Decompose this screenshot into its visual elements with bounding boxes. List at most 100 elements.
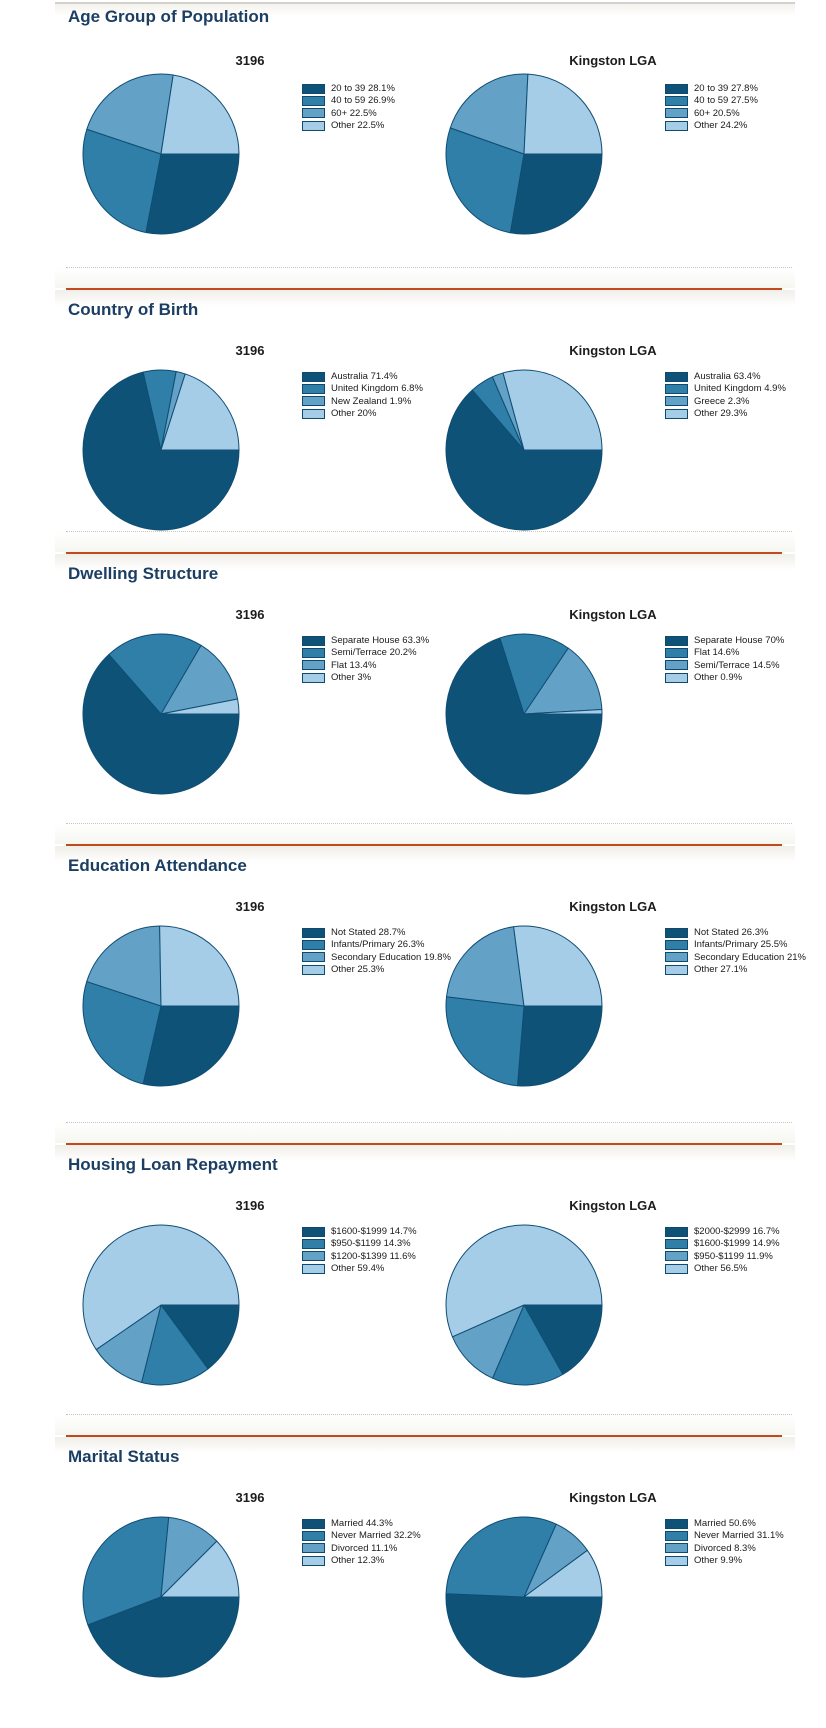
legend-swatch <box>302 371 325 382</box>
legend-label: Other 12.3% <box>331 1555 385 1567</box>
legend-label: 60+ 20.5% <box>694 107 740 119</box>
chart-title: 3196 <box>235 899 265 914</box>
pie-slice <box>445 996 525 1087</box>
pie-slice <box>160 644 239 715</box>
pie-slice <box>513 925 603 1007</box>
legend-swatch <box>665 408 688 419</box>
legend-swatch <box>302 1543 325 1554</box>
chart-title: 3196 <box>235 1198 265 1213</box>
legend-label: Divorced 8.3% <box>694 1542 756 1554</box>
legend-row: $2000-$2999 16.7% <box>665 1226 780 1237</box>
legend-row: Divorced 11.1% <box>302 1543 421 1554</box>
pie-slice <box>499 633 569 715</box>
pie-slice <box>523 1304 603 1375</box>
legend-row: Other 56.5% <box>665 1263 780 1274</box>
pie-slice <box>502 369 603 451</box>
legend-swatch <box>302 1530 325 1541</box>
chart-panel-left: 3196 20 to 39 28.1% 40 to 59 26.9% 60+ 2… <box>70 0 433 288</box>
chart-title: Kingston LGA <box>569 1490 657 1505</box>
legend-swatch <box>665 1238 688 1249</box>
legend-row: Other 29.3% <box>665 408 786 419</box>
chart-title: Kingston LGA <box>569 53 657 68</box>
legend-label: $950-$1199 14.3% <box>331 1238 411 1250</box>
chart-title: Kingston LGA <box>569 607 657 622</box>
legend-swatch <box>665 964 688 975</box>
legend-label: Flat 13.4% <box>331 659 377 671</box>
legend-swatch <box>665 927 688 938</box>
legend: $2000-$2999 16.7% $1600-$1999 14.9% $950… <box>665 1226 780 1277</box>
section-gap-band <box>55 532 795 552</box>
legend-label: Secondary Education 19.8% <box>331 951 451 963</box>
legend-row: $1600-$1999 14.9% <box>665 1238 780 1249</box>
legend-swatch <box>665 1518 688 1529</box>
legend-swatch <box>302 647 325 658</box>
legend: 20 to 39 28.1% 40 to 59 26.9% 60+ 22.5% … <box>302 83 395 134</box>
legend-row: Other 25.3% <box>302 964 451 975</box>
chart-panel-left: 3196 Not Stated 28.7% Infants/Primary 26… <box>70 844 451 1143</box>
section-gap-band <box>55 1123 795 1143</box>
legend-row: Other 24.2% <box>665 120 758 132</box>
legend-label: Separate House 63.3% <box>331 635 430 646</box>
pie-chart <box>445 73 603 235</box>
report-section: Age Group of Population 3196 20 to 39 28… <box>0 0 826 288</box>
legend-row: Australia 71.4% <box>302 371 423 382</box>
legend-label: Other 24.2% <box>694 120 748 132</box>
legend-row: Infants/Primary 26.3% <box>302 939 451 950</box>
pie-slice <box>86 925 162 1007</box>
orange-divider-line <box>66 844 782 846</box>
legend-row: Separate House 70% <box>665 635 784 646</box>
pie-slice <box>86 73 174 155</box>
legend-swatch <box>302 1226 325 1237</box>
dotted-divider <box>66 823 792 824</box>
legend-label: Married 50.6% <box>694 1518 756 1529</box>
legend-label: 40 to 59 27.5% <box>694 95 758 107</box>
pie-slice <box>82 1224 240 1351</box>
legend-row: Semi/Terrace 14.5% <box>665 660 784 671</box>
pie-slice <box>492 1304 564 1386</box>
pie-slice <box>82 1516 170 1626</box>
legend: 20 to 39 27.8% 40 to 59 27.5% 60+ 20.5% … <box>665 83 758 134</box>
pie-chart <box>445 369 603 531</box>
legend-label: Other 20% <box>331 408 377 420</box>
chart-panel-left: 3196 Separate House 63.3% Semi/Terrace 2… <box>70 552 433 844</box>
legend-swatch <box>302 939 325 950</box>
legend-row: Australia 63.4% <box>665 371 786 382</box>
legend-row: 40 to 59 26.9% <box>302 95 395 107</box>
pie-slice <box>445 127 525 234</box>
dotted-divider <box>66 267 792 268</box>
pie-chart <box>445 1224 603 1386</box>
legend-swatch <box>665 120 688 131</box>
legend-swatch <box>665 371 688 382</box>
chart-title: Kingston LGA <box>569 899 657 914</box>
legend-row: Other 59.4% <box>302 1263 417 1275</box>
chart-panel-left: 3196 Married 44.3% Never Married 32.2% D… <box>70 1435 433 1728</box>
legend-row: Infants/Primary 25.5% <box>665 939 806 951</box>
divider-fade <box>55 290 795 306</box>
pie-slice <box>108 633 202 715</box>
section-title: Country of Birth <box>68 300 199 319</box>
pie-slice <box>446 926 525 1007</box>
section-gap-band <box>55 824 795 844</box>
orange-divider-line <box>66 288 782 290</box>
pie-slice <box>87 1596 240 1678</box>
section-title: Age Group of Population <box>68 7 270 26</box>
legend-swatch <box>302 108 325 119</box>
orange-divider-line <box>66 1143 782 1145</box>
legend-swatch <box>302 120 325 131</box>
chart-panel-left: 3196 $1600-$1999 14.7% $950-$1199 14.3% … <box>70 1143 433 1435</box>
divider-fade <box>55 1145 795 1161</box>
pie-chart <box>445 925 603 1087</box>
pie-slice <box>445 1516 557 1598</box>
legend-label: 40 to 59 26.9% <box>331 95 395 107</box>
legend-label: Infants/Primary 25.5% <box>694 939 788 951</box>
legend-row: Married 50.6% <box>665 1518 784 1529</box>
legend-row: 20 to 39 27.8% <box>665 83 758 94</box>
pie-slice <box>82 981 162 1085</box>
pie-slice <box>160 373 240 451</box>
legend-swatch <box>665 1263 688 1274</box>
legend-label: Other 59.4% <box>331 1263 385 1275</box>
legend-label: Never Married 31.1% <box>694 1530 784 1542</box>
legend-swatch <box>665 83 688 94</box>
pie-chart <box>445 633 603 795</box>
